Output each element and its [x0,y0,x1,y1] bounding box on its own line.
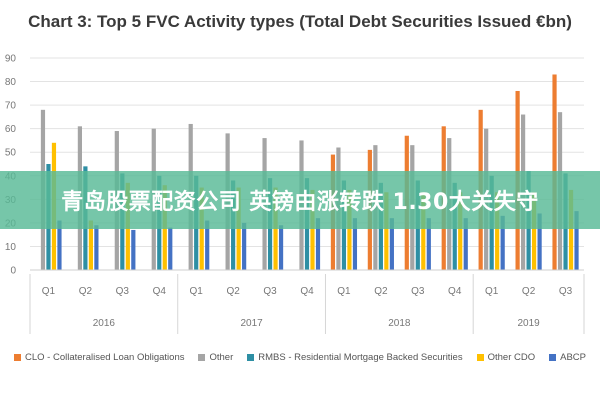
x-tick-label: Q4 [153,286,167,297]
legend: CLO - Collateralised Loan Obligations Oth… [14,352,594,363]
legend-label: CLO - Collateralised Loan Obligations [25,352,185,363]
bar [347,189,352,270]
bar [458,192,463,270]
bar [310,189,315,270]
legend-label: Other CDO [487,352,536,363]
bar [495,192,500,270]
legend-label: Other [209,352,234,363]
y-tick-label: 80 [5,77,17,88]
bar [57,220,62,270]
bar [131,229,136,270]
legend-item: ABCP [549,352,586,363]
x-tick-label: Q2 [79,286,93,297]
x-tick-label: Q2 [226,286,240,297]
legend-item: RMBS - Residential Mortgage Backed Secur… [247,352,463,363]
bar [384,192,389,270]
bar [315,218,321,270]
bar [389,218,394,270]
legend-swatch [549,354,557,361]
legend-swatch [476,354,484,361]
y-tick-label: 0 [10,266,16,277]
bar [205,220,210,270]
legend-item: Other [198,352,233,363]
y-tick-label: 60 [5,124,17,135]
bar [278,225,284,270]
bar [242,222,247,270]
bar [532,192,537,270]
legend-swatch [247,354,255,361]
bar [88,220,93,270]
bar [463,218,468,270]
y-tick-label: 10 [5,242,17,253]
bar [421,192,426,270]
bar [568,189,574,270]
bar [94,225,99,270]
x-tick-label: Q3 [411,286,425,297]
legend-swatch [198,354,206,361]
y-tick-label: 70 [5,101,17,112]
y-tick-label: 90 [5,54,17,65]
legend-item: Other CDO [476,352,536,363]
bar [574,211,579,270]
legend-label: RMBS - Residential Mortgage Backed Secur… [258,352,463,363]
legend-swatch [14,354,21,361]
chart-title: Chart 3: Top 5 FVC Activity types (Total… [28,12,572,31]
x-tick-label: Q4 [448,286,462,297]
x-tick-label: Q1 [42,286,56,297]
bar [537,213,542,270]
group-label: 2019 [517,318,540,329]
group-label: 2018 [388,318,411,329]
overlay-banner [0,171,600,229]
x-tick-label: Q3 [559,286,573,297]
x-tick-label: Q1 [190,286,204,297]
x-tick-label: Q4 [300,286,314,297]
x-tick-label: Q1 [337,286,351,297]
group-label: 2017 [240,318,263,329]
y-tick-label: 50 [5,148,17,159]
bar [426,218,431,270]
x-tick-label: Q3 [116,286,130,297]
x-tick-label: Q1 [485,286,499,297]
overlay-banner-text: 青岛股票配资公司 英镑由涨转跌 1.30大关失守 [61,190,539,215]
bar [352,218,358,270]
bar [500,215,505,270]
legend-item: CLO - Collateralised Loan Obligations [14,352,184,363]
x-tick-label: Q3 [263,286,277,297]
x-tick-label: Q2 [374,286,388,297]
x-tick-label: Q2 [522,286,536,297]
bar [168,227,173,270]
legend-label: ABCP [560,352,586,363]
group-label: 2016 [93,318,116,329]
